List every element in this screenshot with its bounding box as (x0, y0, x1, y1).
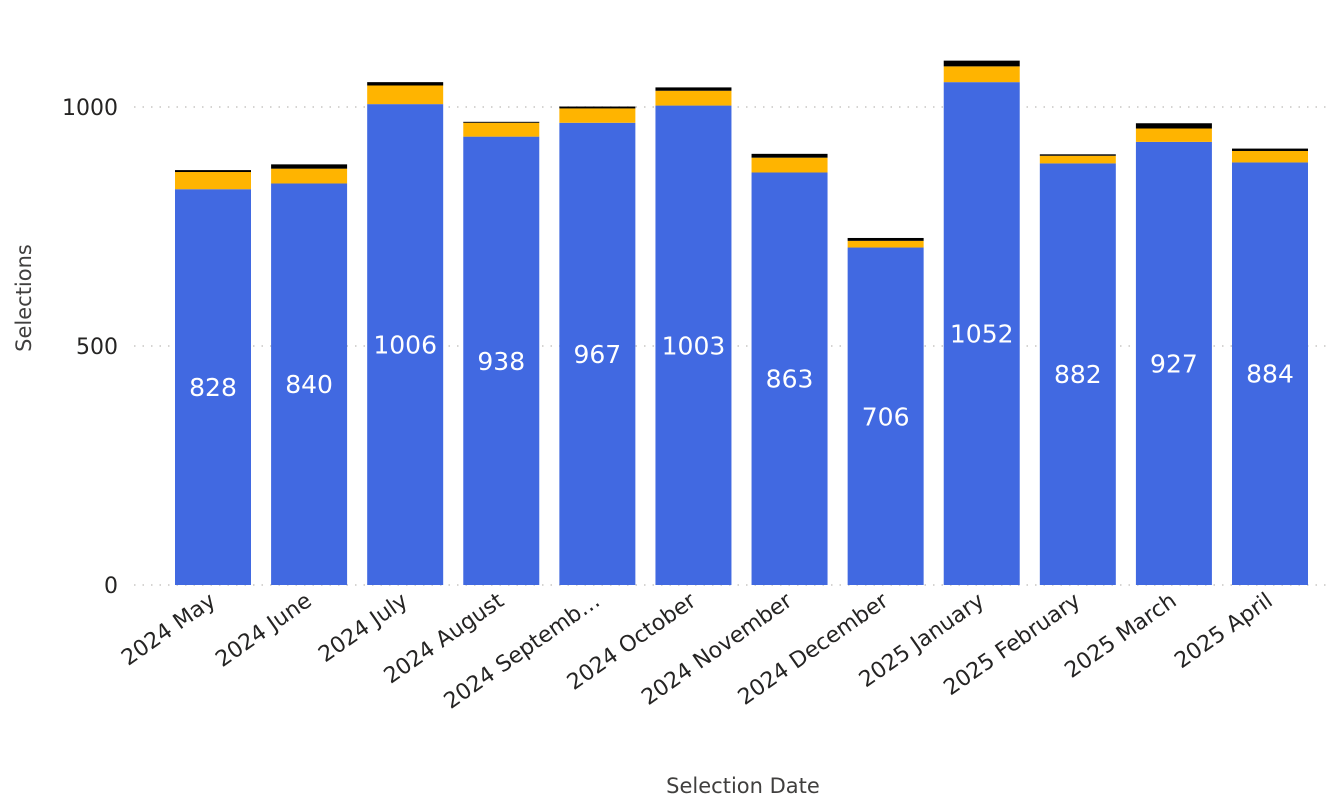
bar-segment (943, 60, 1020, 67)
bar-segment (463, 122, 540, 137)
data-label: 884 (1246, 360, 1294, 389)
bar-segment (1039, 155, 1116, 164)
bar-segment (559, 108, 636, 123)
bar-segment (943, 66, 1020, 83)
bar-segment (559, 122, 636, 586)
data-label: 927 (1150, 349, 1198, 378)
bar-segment (1232, 150, 1308, 163)
bar-segment (847, 240, 924, 248)
x-axis-title: Selection Date (666, 774, 820, 798)
data-label: 828 (189, 373, 237, 402)
y-axis-ticks: 0 500 1000 (62, 96, 118, 599)
data-label: 882 (1054, 360, 1102, 389)
data-label: 967 (574, 340, 622, 369)
y-tick-label: 1000 (62, 96, 118, 121)
bar-segment (175, 170, 251, 173)
bar-segment (1039, 154, 1116, 156)
bar-segment (271, 164, 348, 169)
bar-segment (463, 136, 540, 586)
data-label: 706 (862, 402, 910, 431)
bar-segment (751, 157, 828, 173)
bar-segment (1135, 123, 1212, 129)
bar-segment (559, 106, 636, 109)
bar-segment (655, 87, 732, 91)
bar-segment (271, 183, 348, 586)
x-tick-label: 2024 June (211, 588, 316, 672)
y-tick-label: 500 (76, 335, 118, 360)
data-label: 863 (766, 365, 814, 394)
bar-segment (271, 168, 348, 184)
bar-segment (655, 105, 732, 585)
x-tick-label: 2024 May (117, 588, 220, 671)
bar-segment (847, 237, 924, 241)
data-label: 1052 (950, 320, 1014, 349)
data-label: 1006 (373, 331, 437, 360)
bar-segment (175, 172, 251, 190)
x-tick-label: 2025 April (1170, 588, 1277, 673)
bar-segment (751, 153, 828, 158)
y-axis-title: Selections (12, 244, 36, 352)
bar-segment (655, 90, 732, 106)
bar-segment (367, 104, 444, 585)
bar-segment (463, 121, 540, 123)
x-tick-label: 2024 Septemb… (440, 588, 605, 714)
bars (175, 60, 1308, 586)
data-label: 840 (285, 370, 333, 399)
y-tick-label: 0 (104, 574, 118, 599)
bar-segment (847, 247, 924, 586)
bar-segment (175, 189, 251, 585)
data-label: 938 (477, 347, 525, 376)
bar-segment (943, 82, 1020, 586)
bar-segment (367, 85, 444, 105)
bar-segment (1039, 163, 1116, 586)
bar-segment (1232, 162, 1308, 585)
bar-segment (1232, 148, 1308, 151)
bar-segment (1135, 128, 1212, 142)
data-labels: 828 840 1006 938 967 1003 863 706 1052 882 927 884 (189, 320, 1294, 432)
bar-segment (367, 82, 444, 86)
data-label: 1003 (662, 331, 726, 360)
bar-segment (1135, 141, 1212, 586)
bar-segment (751, 172, 828, 585)
